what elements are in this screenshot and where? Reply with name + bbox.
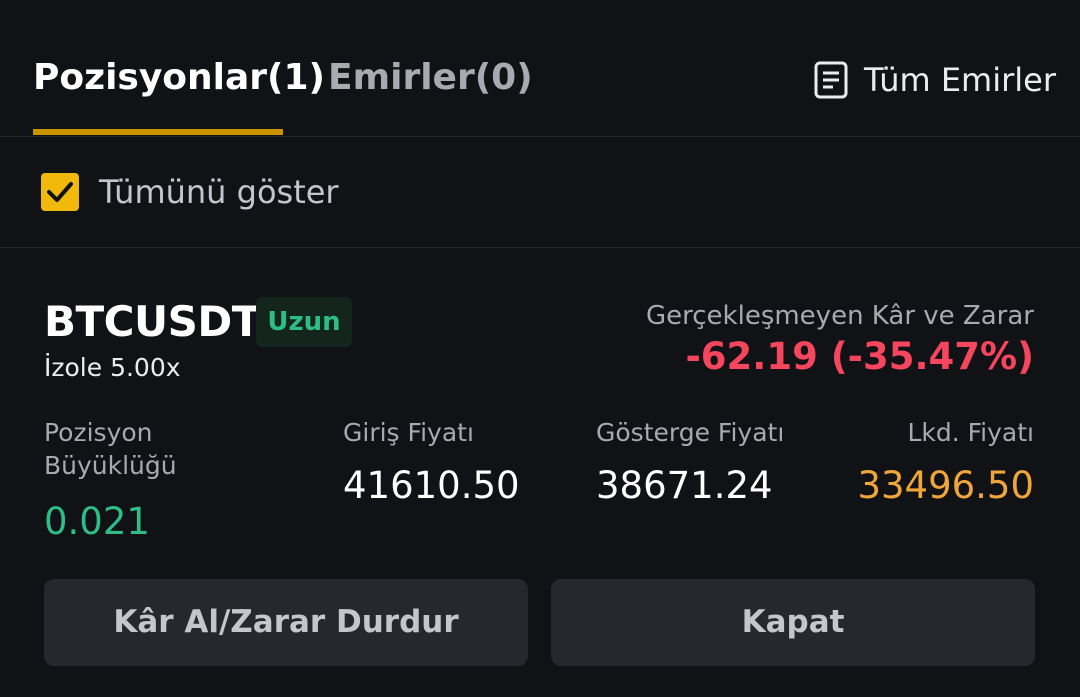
close-position-button[interactable]: Kapat xyxy=(551,579,1035,666)
position-size-value: 0.021 xyxy=(44,500,150,543)
tab-bar: Pozisyonlar(1) Emirler(0) Tüm Emirler xyxy=(0,0,1080,137)
document-icon xyxy=(814,61,848,99)
position-size-label: Pozisyon Büyüklüğü xyxy=(44,418,177,480)
checkmark-icon xyxy=(47,182,73,202)
unrealized-pnl-value: -62.19 (-35.47%) xyxy=(685,335,1034,378)
mark-price-label: Gösterge Fiyatı xyxy=(596,418,785,447)
side-badge: Uzun xyxy=(256,297,352,347)
liquidation-price-value: 33496.50 xyxy=(857,464,1034,507)
show-all-row: Tümünü göster xyxy=(0,137,1080,248)
tab-orders[interactable]: Emirler(0) xyxy=(328,57,533,98)
show-all-checkbox[interactable] xyxy=(41,173,79,211)
liquidation-price-label: Lkd. Fiyatı xyxy=(907,418,1034,447)
entry-price-label: Giriş Fiyatı xyxy=(343,418,474,447)
show-all-label[interactable]: Tümünü göster xyxy=(99,173,339,211)
position-symbol[interactable]: BTCUSDT xyxy=(44,297,260,346)
all-orders-label: Tüm Emirler xyxy=(864,61,1056,99)
entry-price-value: 41610.50 xyxy=(343,464,520,507)
unrealized-pnl-label[interactable]: Gerçekleşmeyen Kâr ve Zarar xyxy=(645,301,1034,331)
active-tab-indicator xyxy=(33,129,283,135)
margin-mode[interactable]: İzole 5.00x xyxy=(44,353,181,382)
mark-price-value: 38671.24 xyxy=(596,464,773,507)
all-orders-button[interactable]: Tüm Emirler xyxy=(814,58,1056,102)
tab-positions[interactable]: Pozisyonlar(1) xyxy=(33,57,326,98)
tp-sl-button[interactable]: Kâr Al/Zarar Durdur xyxy=(44,579,528,666)
